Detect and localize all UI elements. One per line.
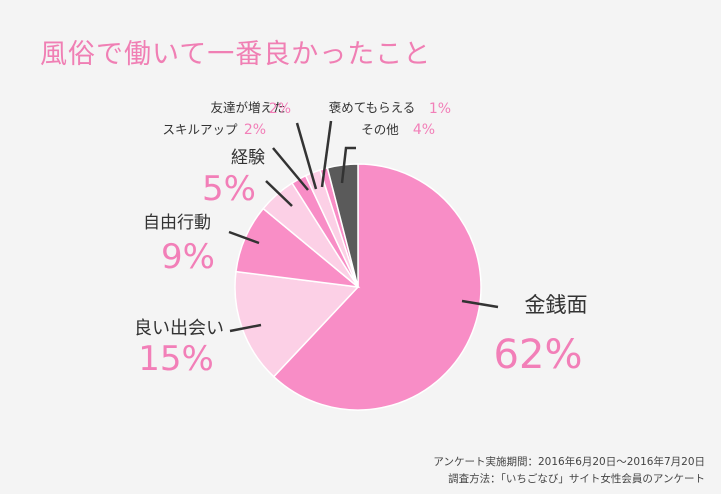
slice-label-2: 自由行動	[143, 213, 211, 233]
slice-label-6: 褒めてもらえる	[329, 100, 416, 115]
pie-slice-0	[272, 163, 482, 411]
leader-line-2	[228, 230, 260, 245]
leader-line-0	[461, 299, 499, 309]
slice-value-0: 62%	[494, 332, 583, 378]
slice-value-2: 9%	[161, 237, 215, 277]
slice-value-3: 5%	[202, 169, 256, 209]
leader-line-1	[229, 323, 262, 333]
leader-line-6	[320, 120, 333, 188]
slice-value-1: 15%	[138, 339, 214, 379]
slice-label-7: その他	[361, 122, 399, 137]
leader-line-5	[272, 147, 309, 191]
slice-value-7: 4%	[413, 122, 435, 138]
slice-label-3: 経験	[231, 148, 265, 168]
slice-label-4: 友達が増えた	[210, 100, 285, 115]
slice-label-1: 良い出会い	[134, 318, 224, 339]
chart-title: 風俗で働いて一番良かったこと	[40, 39, 432, 70]
slice-label-5: スキルアップ	[162, 122, 238, 137]
leader-line-7	[340, 146, 356, 184]
survey-method-note: 調査方法：「いちごなび」サイト女性会員のアンケート	[448, 473, 705, 485]
slice-value-4: 2%	[269, 101, 291, 117]
slice-value-6: 1%	[429, 101, 451, 117]
pie-slice-7	[326, 163, 359, 288]
survey-period-note: アンケート実施期間：2016年6月20日〜2016年7月20日	[433, 456, 705, 468]
leader-line-3	[265, 180, 293, 207]
leader-line-4	[295, 122, 318, 190]
slice-label-0: 金銭面	[525, 293, 588, 317]
slice-value-5: 2%	[244, 122, 266, 138]
